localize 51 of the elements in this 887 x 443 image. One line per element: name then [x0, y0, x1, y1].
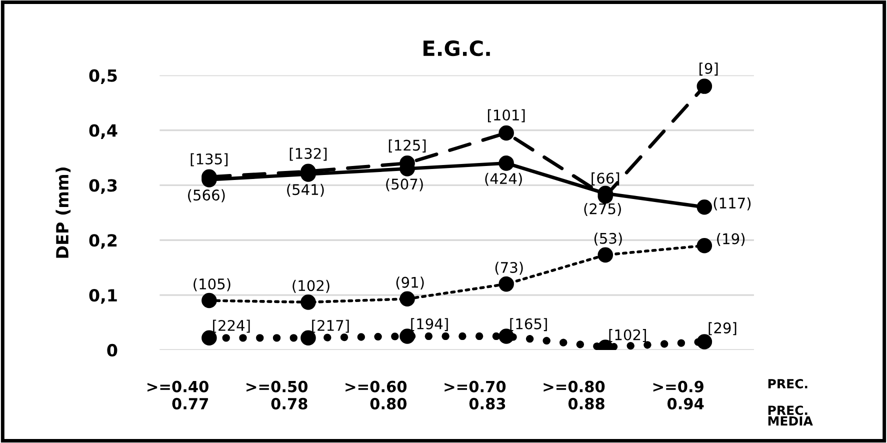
y-tick-label: 0,1	[89, 289, 117, 304]
annotation: [217]	[312, 320, 349, 333]
annotation: [165]	[510, 318, 547, 332]
point	[696, 200, 712, 215]
annotation: (507)	[386, 178, 423, 192]
point	[498, 156, 514, 171]
annotation: [102]	[609, 329, 646, 342]
annotation: [29]	[708, 322, 736, 336]
point	[598, 247, 614, 263]
point	[498, 125, 514, 141]
point	[696, 78, 712, 94]
annotation: [9]	[700, 62, 718, 76]
text: PREC.	[768, 378, 808, 388]
annotation: [135]	[190, 153, 228, 166]
x-tick-label: >=0.80 0.88	[544, 380, 605, 410]
point	[696, 334, 712, 350]
point	[202, 292, 217, 308]
annotation: [66]	[592, 172, 620, 186]
y-tick-label: 0,2	[89, 234, 117, 249]
point	[400, 291, 415, 307]
y-axis-title: DEP (mm)	[56, 167, 71, 258]
annotation: [132]	[290, 148, 327, 161]
y-tick-label: 0,3	[89, 179, 117, 194]
point	[300, 294, 316, 310]
annotation: [101]	[488, 109, 525, 122]
annotation: [125]	[388, 139, 426, 152]
y-tick-label: 0,5	[89, 69, 117, 84]
annotation: (424)	[485, 172, 522, 186]
annotation: (73)	[495, 262, 523, 275]
point	[498, 276, 514, 292]
text: PREC. MEDIA	[768, 406, 813, 426]
chart-title: E.G.C.	[424, 40, 490, 56]
annotation: (53)	[594, 232, 622, 246]
annotation: (117)	[714, 197, 751, 210]
x-tick-label: >=0.40 0.77	[148, 380, 208, 410]
x-tick-label: >=0.60 0.80	[346, 380, 407, 410]
y-tick-label: 0	[107, 344, 118, 357]
annotation: (102)	[292, 280, 330, 293]
x-tick-label: >=0.70 0.83	[444, 380, 506, 410]
y-tick-label: 0,4	[89, 124, 118, 139]
annotation: (566)	[188, 189, 225, 202]
annotation: (275)	[584, 203, 621, 216]
point	[696, 238, 712, 254]
annotation: (105)	[194, 278, 230, 292]
annotation: [194]	[411, 318, 448, 332]
annotation: (541)	[287, 184, 324, 197]
annotation: (19)	[717, 233, 745, 246]
annotation: (91)	[396, 276, 424, 290]
x-tick-label: >=0.9 0.94	[653, 380, 704, 410]
x-tick-label: >=0.50 0.78	[246, 380, 308, 410]
annotation: [224]	[213, 320, 250, 333]
